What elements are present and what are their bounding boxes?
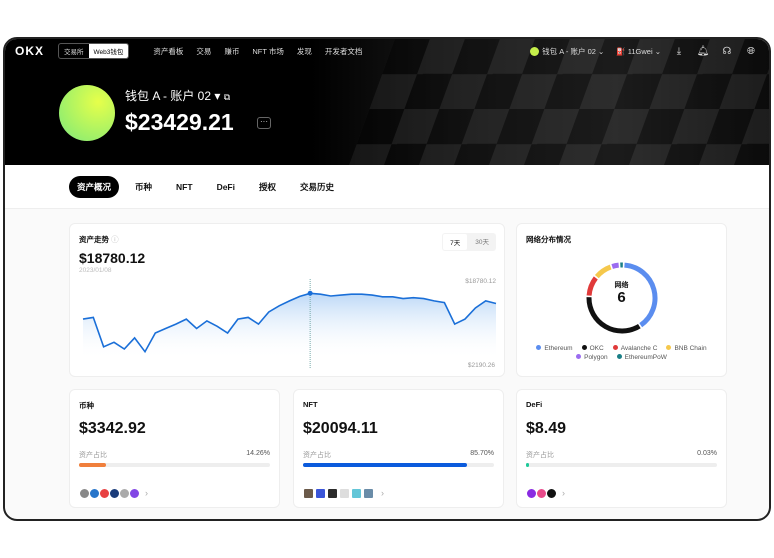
gas-icon: ⛽ bbox=[616, 46, 626, 56]
donut-slice-okc bbox=[586, 297, 641, 334]
trend-title: 资产走势 ⓘ bbox=[79, 235, 119, 244]
max-label: $18780.12 bbox=[465, 278, 496, 285]
okx-logo[interactable]: OKX bbox=[15, 44, 45, 58]
card-title: 币种 bbox=[79, 401, 94, 410]
chevron-right-icon[interactable]: › bbox=[381, 488, 384, 498]
trend-chart[interactable] bbox=[70, 224, 506, 378]
range-30d[interactable]: 30天 bbox=[475, 239, 489, 246]
account-label: 钱包 A - 账户 02 bbox=[542, 46, 596, 56]
range-switch: 7天 30天 bbox=[442, 233, 496, 251]
asset-icon bbox=[546, 488, 557, 499]
headset-icon[interactable]: ☊ bbox=[722, 45, 732, 57]
card-title: NFT bbox=[303, 400, 318, 409]
more-button[interactable]: ··· bbox=[257, 117, 271, 129]
asset-icon bbox=[315, 488, 326, 499]
min-label: $2190.26 bbox=[466, 362, 496, 369]
nav-dashboard[interactable]: 资产看板 bbox=[153, 46, 184, 56]
legend-item: BNB Chain bbox=[666, 345, 707, 352]
chevron-right-icon[interactable]: › bbox=[145, 488, 148, 498]
wallet-balance: $23429.21 bbox=[125, 109, 234, 135]
donut-label: 网络 bbox=[614, 282, 629, 289]
asset-icons[interactable]: › bbox=[526, 488, 565, 499]
wallet-avatar bbox=[59, 85, 115, 141]
tab-nft[interactable]: NFT bbox=[176, 181, 193, 192]
gas-selector[interactable]: ⛽ 11Gwei ⌄ bbox=[616, 46, 661, 56]
legend-item: Avalanche C bbox=[612, 345, 657, 352]
tab-exchange[interactable]: 交易所 bbox=[64, 49, 84, 56]
gas-label: 11Gwei bbox=[627, 46, 653, 56]
legend-item: OKC bbox=[581, 345, 604, 352]
asset-icon bbox=[363, 488, 374, 499]
download-icon[interactable]: ⤓ bbox=[676, 45, 682, 57]
ratio-bar bbox=[526, 463, 717, 467]
nav-trade[interactable]: 交易 bbox=[196, 46, 212, 56]
card-value: $8.49 bbox=[526, 420, 567, 437]
ratio-label: 资产占比 bbox=[526, 452, 554, 459]
donut-count: 6 bbox=[617, 289, 626, 306]
card-value: $3342.92 bbox=[79, 420, 146, 437]
ratio-label: 资产占比 bbox=[79, 452, 107, 459]
donut-slice-ethereum bbox=[624, 262, 658, 328]
asset-icon bbox=[129, 488, 140, 499]
trend-area bbox=[83, 293, 496, 360]
chevron-right-icon[interactable]: › bbox=[562, 488, 565, 498]
account-avatar bbox=[530, 47, 540, 57]
wallet-name: 钱包 A - 账户 02 bbox=[125, 89, 212, 103]
header-banner: OKX 交易所 Web3钱包 资产看板 交易 赚币 NFT 市场 发现 开发者文… bbox=[5, 39, 769, 165]
nav-dev-docs[interactable]: 开发者文档 bbox=[324, 46, 363, 56]
wallet-selector[interactable]: 钱包 A - 账户 02 ▾ ⧉ bbox=[125, 89, 231, 103]
tab-tokens[interactable]: 币种 bbox=[135, 181, 153, 192]
asset-trend-card: 资产走势 ⓘ 7天 30天 $18780.12 2023/01/08 $1878… bbox=[69, 223, 505, 377]
asset-icon bbox=[339, 488, 350, 499]
network-title: 网络分布情况 bbox=[526, 235, 571, 244]
network-donut bbox=[586, 262, 658, 334]
ratio-bar bbox=[303, 463, 494, 467]
bell-icon[interactable]: 🔔︎ bbox=[696, 45, 710, 57]
account-selector[interactable]: 钱包 A - 账户 02 ⌄ bbox=[530, 46, 604, 57]
summary-card-tokens[interactable]: 币种 $3342.92 资产占比 14.26% › bbox=[69, 389, 280, 508]
tab-defi[interactable]: DeFi bbox=[216, 181, 235, 192]
network-card: 网络分布情况 网络 6 Ethereum OKC Avalanche C BNB Ch… bbox=[516, 223, 727, 377]
ratio-label: 资产占比 bbox=[303, 452, 331, 459]
trend-date: 2023/01/08 bbox=[79, 267, 112, 274]
legend-item: Polygon bbox=[576, 354, 608, 361]
trend-line bbox=[82, 292, 497, 354]
card-title: DeFi bbox=[526, 400, 543, 409]
hover-point bbox=[307, 290, 313, 296]
top-nav: OKX 交易所 Web3钱包 资产看板 交易 赚币 NFT 市场 发现 开发者文… bbox=[5, 39, 769, 63]
nav-earn[interactable]: 赚币 bbox=[224, 46, 240, 56]
asset-icon bbox=[303, 488, 314, 499]
legend-item: EthereumPoW bbox=[616, 354, 667, 361]
asset-icon bbox=[351, 488, 362, 499]
donut-slice-polygon bbox=[611, 262, 619, 269]
legend-item: Ethereum bbox=[536, 345, 573, 352]
mode-switch: 交易所 Web3钱包 bbox=[58, 43, 130, 59]
nav-discover[interactable]: 发现 bbox=[296, 46, 312, 56]
donut-slice-bnb-chain bbox=[594, 264, 612, 279]
range-7d[interactable]: 7天 bbox=[443, 234, 468, 250]
tab-history[interactable]: 交易历史 bbox=[300, 181, 335, 192]
network-legend: Ethereum OKC Avalanche C BNB Chain Polygon Et… bbox=[525, 345, 718, 361]
donut-slice-avalanche-c bbox=[586, 276, 598, 296]
nav-nft-market[interactable]: NFT 市场 bbox=[252, 46, 284, 56]
trend-value: $18780.12 bbox=[79, 250, 146, 266]
app-window: OKX 交易所 Web3钱包 资产看板 交易 赚币 NFT 市场 发现 开发者文… bbox=[3, 37, 771, 521]
tab-web3-wallet[interactable]: Web3钱包 bbox=[88, 44, 129, 58]
ratio-value: 85.70% bbox=[470, 450, 494, 457]
ratio-bar bbox=[79, 463, 270, 467]
ratio-value: 0.03% bbox=[697, 450, 717, 457]
asset-icon bbox=[327, 488, 338, 499]
asset-icons[interactable]: › bbox=[303, 488, 384, 499]
asset-tabs: 资产概况 币种 NFT DeFi 授权 交易历史 bbox=[5, 165, 769, 209]
info-icon: ⓘ bbox=[111, 235, 119, 244]
tab-overview[interactable]: 资产概况 bbox=[69, 175, 120, 198]
asset-icons[interactable]: › bbox=[79, 488, 148, 499]
ratio-value: 14.26% bbox=[246, 450, 270, 457]
copy-icon[interactable]: ⧉ bbox=[223, 92, 231, 102]
summary-card-nft[interactable]: NFT $20094.11 资产占比 85.70% › bbox=[293, 389, 504, 508]
card-value: $20094.11 bbox=[303, 420, 378, 437]
summary-card-defi[interactable]: DeFi $8.49 资产占比 0.03% › bbox=[516, 389, 727, 508]
tab-approvals[interactable]: 授权 bbox=[258, 181, 276, 192]
globe-icon[interactable]: 🌐︎ bbox=[747, 45, 755, 57]
